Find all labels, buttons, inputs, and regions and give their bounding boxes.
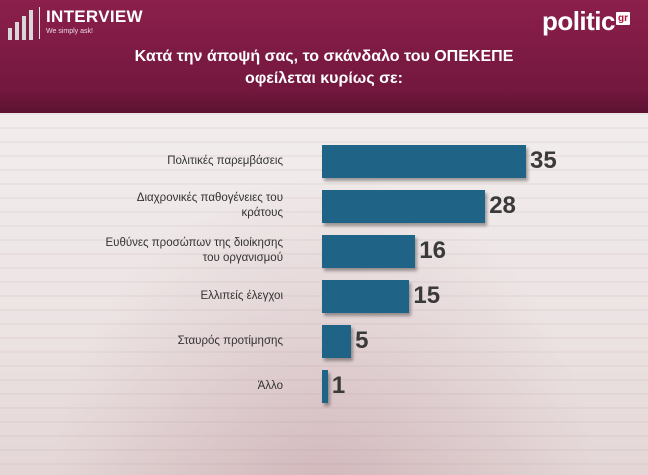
bar [322, 324, 352, 358]
category-label-line: Άλλο [257, 379, 283, 392]
chart-title: Κατά την άποψή σας, το σκάνδαλο του ΟΠΕΚ… [0, 46, 648, 90]
bar-value-label: 5 [355, 327, 369, 354]
category-label: Άλλο [103, 379, 283, 394]
brand-name: INTERVIEW [46, 7, 143, 26]
bar [322, 144, 526, 178]
title-line-2: οφείλεται κυρίως σε: [245, 70, 403, 87]
bar [322, 279, 410, 313]
category-label: Σταυρός προτίμησης [103, 334, 283, 349]
brand-tagline: We simply ask! [46, 28, 93, 35]
bar-value-label: 15 [413, 282, 441, 309]
category-label-line: Πολιτικές παρεμβάσεις [167, 154, 283, 167]
bar [322, 234, 416, 268]
bars-icon [8, 6, 33, 40]
bar [322, 369, 328, 403]
bar-value-label: 35 [530, 147, 557, 174]
category-label: Πολιτικές παρεμβάσεις [103, 154, 283, 169]
logo-divider [39, 7, 40, 39]
category-label: Διαχρονικές παθογένειες του κράτους [103, 191, 283, 221]
category-label-line: Ευθύνες προσώπων της διοίκησης [105, 237, 283, 249]
interview-logo: INTERVIEW We simply ask! [8, 6, 143, 42]
category-label-line: Ελλιπείς έλεγχοι [200, 289, 283, 302]
category-label: Ευθύνες προσώπων της διοίκησης του οργανι… [103, 236, 283, 266]
category-label-line: κράτους [241, 207, 283, 219]
title-line-1: Κατά την άποψή σας, το σκάνδαλο του ΟΠΕΚ… [134, 48, 514, 65]
header-banner: INTERVIEW We simply ask! politic gr Κατά… [0, 0, 648, 113]
category-label-line: Σταυρός προτίμησης [177, 334, 283, 347]
politic-logo: politic gr [542, 6, 630, 36]
category-label: Ελλιπείς έλεγχοι [103, 289, 283, 304]
publisher-suffix: gr [616, 12, 630, 25]
publisher-name: politic [541, 6, 616, 36]
category-label-line: του οργανισμού [202, 252, 283, 264]
bar-value-label: 1 [331, 372, 346, 399]
category-label-line: Διαχρονικές παθογένειες του [136, 192, 283, 204]
bar-value-label: 16 [419, 237, 446, 264]
bar [322, 189, 486, 223]
bar-value-label: 28 [489, 192, 516, 219]
